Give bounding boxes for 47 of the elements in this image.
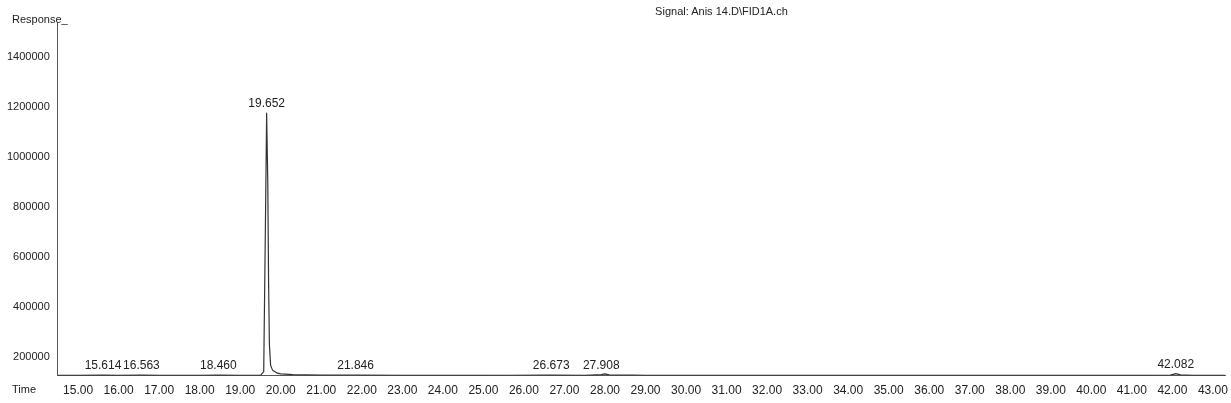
- x-tick-label: 36.00: [914, 383, 945, 398]
- x-tick-label: 30.00: [671, 383, 702, 398]
- y-tick-label: 600000: [13, 249, 50, 262]
- x-tick-label: 18.00: [184, 383, 216, 398]
- annotation: 42.082: [1157, 356, 1195, 371]
- y-tick-label: 1400000: [7, 49, 50, 62]
- y-tick-label: 1200000: [7, 99, 50, 112]
- annotation: 26.673: [532, 358, 570, 373]
- x-tick-label: 23.00: [387, 383, 418, 398]
- x-tick-label: 20.00: [265, 383, 297, 398]
- x-tick-label: 29.00: [630, 383, 661, 398]
- x-tick-label: 40.00: [1076, 383, 1107, 398]
- y-tick-label: 1000000: [7, 149, 50, 162]
- x-tick-label: 28.00: [589, 383, 621, 398]
- annotation: 27.908: [582, 357, 620, 372]
- annotation: 16.563: [123, 358, 161, 373]
- annotation: 15.614: [84, 358, 122, 373]
- x-tick-label: 37.00: [954, 383, 986, 398]
- y-tick-label: 200000: [13, 349, 50, 362]
- x-tick-label: 16.00: [103, 383, 134, 398]
- y-axis-title: Response_: [12, 13, 69, 26]
- x-tick-label: 22.00: [346, 383, 378, 398]
- x-tick-label: 15.00: [63, 383, 94, 398]
- x-tick-label: 17.00: [144, 383, 175, 398]
- annotation: 18.460: [199, 358, 237, 373]
- chart-title: Signal: Anis 14.D\FID1A.ch: [655, 5, 788, 18]
- x-tick-label: 34.00: [833, 383, 864, 398]
- x-tick-label: 21.00: [306, 383, 337, 398]
- x-tick-label: 33.00: [792, 383, 823, 398]
- x-tick-label: 32.00: [752, 383, 783, 398]
- x-tick-label: 35.00: [873, 383, 905, 398]
- x-tick-label: 24.00: [427, 383, 459, 398]
- x-axis-title: Time: [12, 382, 37, 395]
- x-tick-label: 31.00: [711, 383, 742, 398]
- x-tick-label: 41.00: [1116, 383, 1148, 398]
- x-tick-label: 26.00: [508, 383, 540, 398]
- x-tick-label: 19.00: [225, 383, 256, 398]
- x-tick-label: 43.00: [1197, 383, 1229, 398]
- annotation: 19.652: [248, 96, 286, 111]
- x-tick-label: 42.00: [1157, 383, 1188, 398]
- x-tick-label: 27.00: [549, 383, 580, 398]
- x-tick-label: 39.00: [1035, 383, 1067, 398]
- y-tick-label: 800000: [13, 199, 50, 212]
- x-tick-label: 25.00: [468, 383, 499, 398]
- annotation: 21.846: [337, 358, 375, 373]
- x-tick-label: 38.00: [995, 383, 1026, 398]
- y-tick-label: 400000: [13, 299, 50, 312]
